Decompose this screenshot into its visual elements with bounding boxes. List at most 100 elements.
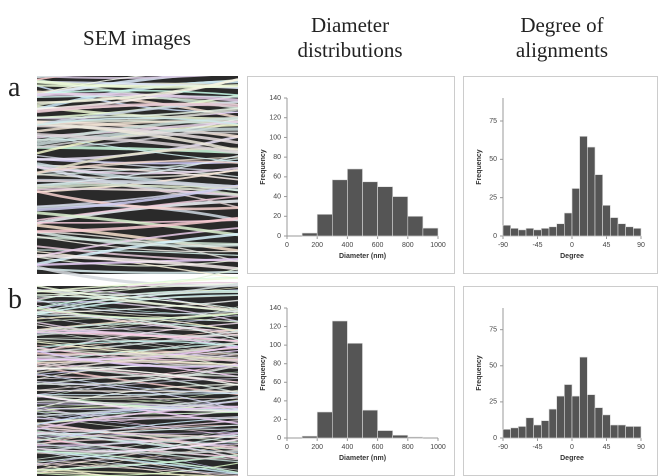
y-tick-label: 100 — [269, 134, 281, 141]
fiber — [37, 265, 238, 288]
y-axis-label: Frequency — [260, 355, 267, 391]
fiber — [37, 400, 238, 420]
bar — [502, 429, 511, 439]
fiber — [37, 373, 238, 394]
y-tick-label: 140 — [269, 305, 281, 312]
bar — [594, 174, 603, 237]
y-tick-label: 40 — [273, 398, 281, 405]
fiber — [37, 367, 238, 386]
fiber — [37, 389, 238, 393]
fiber — [37, 364, 238, 386]
y-tick-label: 0 — [277, 435, 281, 442]
fiber — [37, 179, 238, 208]
fiber — [37, 342, 238, 374]
fiber — [37, 185, 238, 191]
y-tick-label: 0 — [493, 435, 497, 442]
fiber — [37, 89, 238, 96]
x-tick-label: -45 — [532, 242, 542, 249]
y-tick-label: 120 — [269, 323, 281, 330]
fiber — [37, 408, 238, 420]
chart-frame — [463, 286, 658, 476]
fiber — [37, 168, 238, 193]
fiber — [37, 432, 238, 438]
fiber — [37, 405, 238, 430]
bar — [617, 424, 626, 439]
x-tick-label: 90 — [637, 242, 645, 249]
y-tick-label: 60 — [273, 379, 281, 386]
x-tick-label: -90 — [498, 242, 508, 249]
y-tick-label: 50 — [489, 156, 497, 163]
bar — [625, 426, 634, 439]
x-tick-label: 0 — [570, 444, 574, 451]
x-tick-label: 400 — [342, 444, 354, 451]
fiber — [37, 383, 238, 399]
x-tick-label: 1000 — [430, 444, 446, 451]
fiber — [37, 76, 73, 79]
fiber — [37, 134, 238, 163]
fiber — [37, 340, 238, 349]
bar — [422, 227, 439, 237]
bar — [610, 424, 619, 439]
fiber — [37, 190, 238, 211]
x-tick-label: 45 — [603, 242, 611, 249]
fiber — [37, 378, 238, 395]
bar — [541, 420, 550, 439]
y-tick-label: 120 — [269, 115, 281, 122]
y-tick-label: 25 — [489, 399, 497, 406]
y-axis-label: Frequency — [476, 355, 483, 391]
bar — [392, 434, 409, 439]
fiber — [37, 411, 238, 430]
fiber — [37, 249, 238, 257]
bar — [510, 427, 519, 439]
fiber — [37, 285, 238, 313]
fiber — [37, 216, 238, 234]
bar — [602, 205, 611, 237]
bar — [347, 342, 363, 439]
bar — [548, 226, 557, 237]
bar — [316, 411, 333, 439]
bar — [407, 436, 424, 439]
fibers — [37, 76, 238, 476]
fiber — [37, 76, 194, 98]
bar — [377, 186, 394, 237]
x-tick-label: 800 — [402, 242, 414, 249]
fiber — [37, 344, 238, 355]
bar — [525, 228, 534, 237]
fiber — [37, 420, 238, 434]
fiber — [37, 407, 238, 425]
fiber — [37, 309, 238, 336]
fiber — [37, 374, 238, 386]
y-tick-label: 0 — [277, 233, 281, 240]
x-tick-label: -90 — [498, 444, 508, 451]
fiber — [37, 199, 238, 225]
fiber — [37, 117, 238, 126]
y-tick-label: 75 — [489, 118, 497, 125]
y-tick-label: 25 — [489, 195, 497, 202]
bar — [347, 168, 363, 237]
bar — [301, 435, 318, 439]
bar — [625, 226, 634, 237]
bar — [594, 407, 603, 439]
x-tick-label: 200 — [311, 444, 323, 451]
y-tick-label: 60 — [273, 174, 281, 181]
fiber — [37, 107, 238, 119]
fiber — [37, 471, 120, 476]
fiber — [37, 446, 238, 461]
x-tick-label: -45 — [532, 444, 542, 451]
fiber — [37, 334, 238, 339]
x-tick-label: 1000 — [430, 242, 446, 249]
bar — [587, 146, 596, 237]
fiber — [37, 394, 238, 412]
fiber — [37, 396, 238, 417]
bar — [525, 417, 534, 439]
fiber — [37, 339, 238, 368]
bar — [331, 179, 348, 237]
fiber — [37, 231, 238, 263]
fiber — [37, 462, 238, 476]
bar — [556, 395, 565, 439]
x-tick-label: 0 — [285, 444, 289, 451]
bar — [518, 426, 527, 439]
x-tick-label: 800 — [402, 444, 414, 451]
y-tick-label: 80 — [273, 361, 281, 368]
